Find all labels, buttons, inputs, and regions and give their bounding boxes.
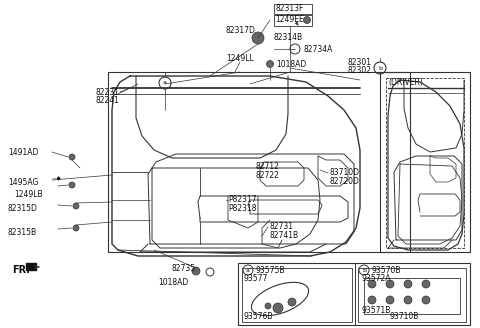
Circle shape: [303, 16, 311, 24]
Bar: [238, 263, 470, 325]
Circle shape: [386, 280, 394, 288]
Circle shape: [73, 225, 79, 231]
Bar: [358, 268, 466, 322]
Bar: [274, 4, 312, 14]
Bar: [274, 15, 312, 26]
Text: 1018AD: 1018AD: [158, 278, 188, 287]
Bar: [364, 278, 460, 314]
Bar: [26, 263, 36, 270]
Text: —◆: —◆: [52, 176, 62, 181]
Text: 93575B: 93575B: [256, 266, 286, 275]
Text: 82231: 82231: [96, 88, 120, 97]
Circle shape: [252, 32, 264, 44]
Text: 82741B: 82741B: [270, 231, 299, 240]
Text: 82301: 82301: [348, 58, 372, 67]
Text: b: b: [362, 268, 366, 273]
Text: 82317D: 82317D: [226, 26, 256, 35]
Text: 93570B: 93570B: [372, 266, 401, 275]
Text: a: a: [246, 268, 250, 273]
Circle shape: [404, 280, 412, 288]
Bar: [380, 72, 470, 252]
Circle shape: [265, 303, 271, 309]
Text: 1249EE: 1249EE: [275, 15, 304, 24]
Bar: [242, 268, 352, 322]
Text: P82318: P82318: [228, 204, 256, 213]
Text: 1018AD: 1018AD: [276, 60, 306, 69]
Text: 82731: 82731: [270, 222, 294, 231]
Circle shape: [422, 296, 430, 304]
Text: P82317: P82317: [228, 195, 257, 204]
Circle shape: [288, 298, 296, 306]
Text: 82315D: 82315D: [8, 204, 38, 213]
Text: 82314B: 82314B: [274, 33, 303, 42]
Text: 93571B: 93571B: [362, 306, 391, 315]
Circle shape: [404, 296, 412, 304]
Text: 82712: 82712: [256, 162, 280, 171]
Text: 1249LB: 1249LB: [14, 190, 43, 199]
Text: a: a: [163, 80, 167, 86]
Text: 1249LL: 1249LL: [226, 54, 254, 63]
Circle shape: [266, 60, 274, 68]
Circle shape: [386, 296, 394, 304]
Text: FR.: FR.: [12, 265, 30, 275]
Text: 82734A: 82734A: [303, 45, 332, 54]
Text: b: b: [378, 66, 382, 71]
Circle shape: [422, 280, 430, 288]
Circle shape: [273, 303, 283, 313]
Text: (DRIVER): (DRIVER): [388, 78, 423, 87]
Text: 82302: 82302: [348, 66, 372, 75]
Bar: [108, 72, 410, 252]
Circle shape: [192, 267, 200, 275]
Circle shape: [73, 203, 79, 209]
Circle shape: [69, 182, 75, 188]
Bar: [386, 78, 464, 248]
Circle shape: [69, 154, 75, 160]
Text: 82722: 82722: [256, 171, 280, 180]
Text: 1495AG: 1495AG: [8, 178, 38, 187]
Text: 93576B: 93576B: [244, 312, 274, 321]
Circle shape: [368, 280, 376, 288]
Text: 82315B: 82315B: [8, 228, 37, 237]
Text: 83710D: 83710D: [330, 168, 360, 177]
Text: 93572A: 93572A: [362, 274, 392, 283]
Text: 93710B: 93710B: [390, 312, 420, 321]
Text: 93577: 93577: [244, 274, 268, 283]
Text: 82241: 82241: [96, 96, 120, 105]
Text: 82720D: 82720D: [330, 177, 360, 186]
Text: 1491AD: 1491AD: [8, 148, 38, 157]
Circle shape: [368, 296, 376, 304]
Text: 82313F: 82313F: [275, 4, 303, 13]
Text: 82735: 82735: [172, 264, 196, 273]
